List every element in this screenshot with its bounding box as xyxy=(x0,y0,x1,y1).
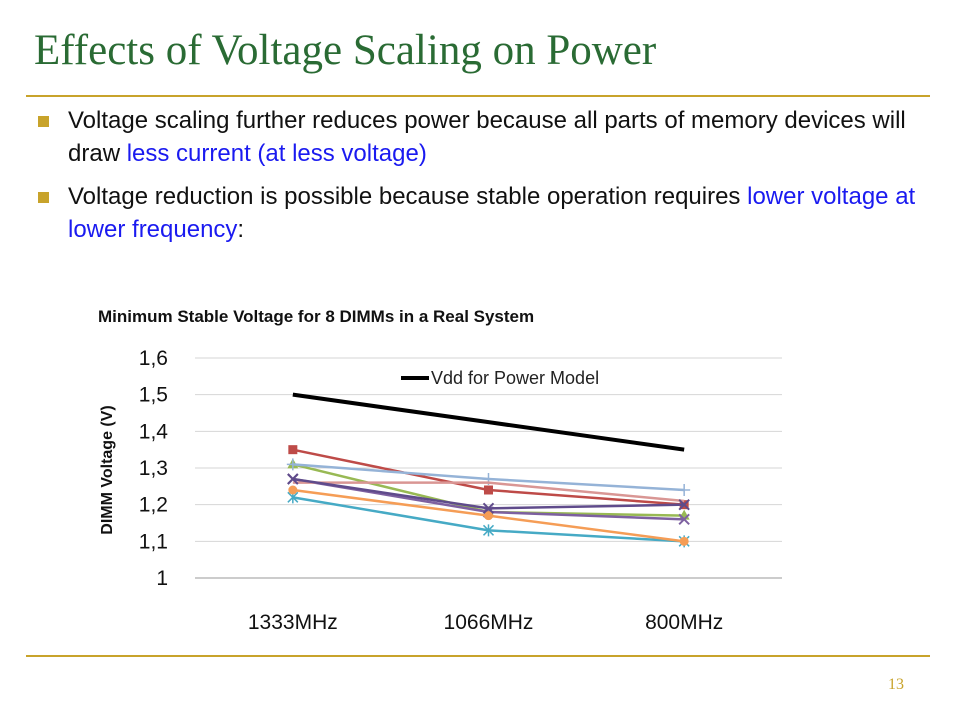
x-tick-label: 1333MHz xyxy=(248,611,338,634)
bullet-square-icon xyxy=(38,116,49,127)
bullet-item: Voltage reduction is possible because st… xyxy=(36,180,916,246)
series-vdd-power-model xyxy=(292,392,685,452)
footer-divider xyxy=(26,655,930,657)
bullet-text-end: : xyxy=(237,216,245,243)
y-axis-label: DIMM Voltage (V) xyxy=(99,405,116,534)
y-tick-label: 1 xyxy=(156,567,168,590)
series-dimm xyxy=(287,491,690,548)
x-tick-labels: 1333MHz 1066MHz 800MHz xyxy=(248,611,723,634)
data-point xyxy=(678,498,690,511)
series-line xyxy=(292,481,685,503)
x-tick-label: 1066MHz xyxy=(444,611,534,634)
data-point xyxy=(679,536,689,546)
data-point xyxy=(678,484,691,496)
bullet-square-icon xyxy=(38,192,49,203)
data-point xyxy=(484,485,493,495)
data-point xyxy=(288,445,298,455)
y-tick-label: 1,4 xyxy=(139,420,169,443)
bullet-item: Voltage scaling further reduces power be… xyxy=(36,104,916,170)
data-point xyxy=(482,502,495,515)
bullet-text: Voltage reduction is possible because st… xyxy=(68,183,748,210)
legend-label: Vdd for Power Model xyxy=(431,368,599,388)
y-tick-label: 1,2 xyxy=(139,494,168,517)
data-point xyxy=(286,458,299,471)
title-divider xyxy=(26,95,930,97)
y-tick-label: 1,1 xyxy=(139,530,168,553)
y-tick-label: 1,3 xyxy=(139,457,168,480)
series-line xyxy=(292,392,685,452)
bullet-highlight: lower voltage at lower frequency xyxy=(68,183,916,243)
data-point xyxy=(484,511,493,521)
x-tick-label: 800MHz xyxy=(645,611,723,634)
data-point xyxy=(482,524,495,537)
y-tick-label: 1,5 xyxy=(139,384,168,407)
chart-title: Minimum Stable Voltage for 8 DIMMs in a … xyxy=(98,307,534,326)
bullet-highlight: less current (at less voltage) xyxy=(126,140,427,167)
y-tick-labels: 1 1,1 1,2 1,3 1,4 1,5 1,6 xyxy=(139,347,169,590)
series-dimm xyxy=(287,473,690,515)
chart-series xyxy=(286,392,691,548)
slide-title: Effects of Voltage Scaling on Power xyxy=(34,27,657,74)
page-number: 13 xyxy=(888,676,904,693)
bullet-text: Voltage scaling further reduces power be… xyxy=(68,107,906,167)
chart-grid xyxy=(195,357,782,579)
data-point xyxy=(678,513,690,526)
series-dimm xyxy=(286,458,691,496)
y-tick-label: 1,6 xyxy=(139,347,168,370)
bullet-list: Voltage scaling further reduces power be… xyxy=(36,104,916,256)
data-point xyxy=(287,473,299,485)
series-dimm xyxy=(292,481,685,503)
series-dimm xyxy=(288,485,689,546)
data-point xyxy=(288,485,298,495)
chart-legend: Vdd for Power Model xyxy=(401,368,599,388)
